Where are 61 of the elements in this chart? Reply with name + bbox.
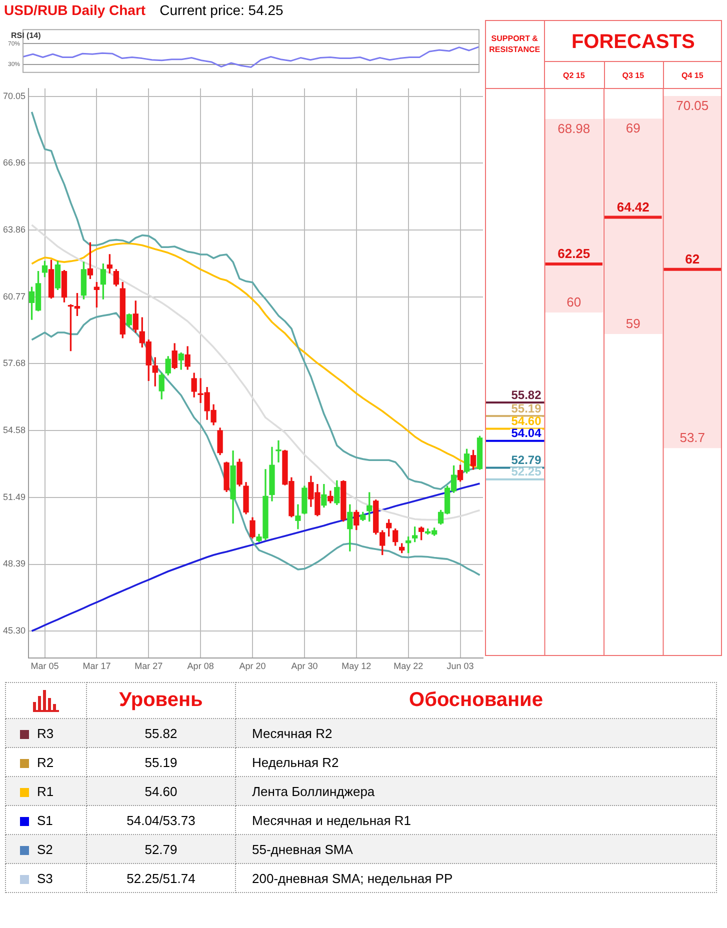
- text: Месячная R2: [236, 718, 716, 748]
- ref-line-label: 52.25: [511, 464, 542, 479]
- x-tick-label: Q2 15: [562, 70, 586, 82]
- annotation: 62.25: [558, 246, 590, 262]
- ref-line-label: 54.04: [511, 426, 542, 440]
- y-axis-title: RSI (14): [11, 30, 42, 40]
- y-tick-label: 57.68: [2, 358, 26, 368]
- annotation: 68.98: [558, 121, 590, 136]
- text: Недельная R2: [236, 748, 716, 776]
- text: 55-дневная SMA: [236, 834, 716, 864]
- ref-line-label: 52.79: [511, 453, 542, 468]
- annotation: 60: [566, 294, 582, 310]
- y-tick-label: 45.30: [2, 625, 26, 636]
- y-tick-label: 70.05: [2, 90, 26, 101]
- text: 200-дневная SMA; недельная PP: [236, 864, 716, 892]
- y-tick-label: 66.96: [2, 158, 26, 168]
- text: Месячная и недельная R1: [236, 806, 716, 834]
- text: Уровень: [86, 682, 236, 718]
- x-tick-label: Mar 27: [134, 660, 163, 671]
- x-tick-label: Mar 17: [82, 660, 111, 671]
- chart-title: USD/RUB Daily Chart: [4, 2, 146, 18]
- annotation: 70.05: [676, 98, 709, 114]
- text: 54.60: [144, 784, 178, 798]
- y-tick-label: 60.77: [2, 291, 26, 302]
- text: 55.82: [144, 726, 178, 740]
- ref-line-label: 55.82: [511, 388, 542, 402]
- x-tick-label: May 22: [394, 660, 424, 671]
- x-tick-label: Q4 15: [680, 70, 704, 82]
- x-tick-label: Q3 15: [621, 70, 646, 82]
- category-label: S2: [6, 834, 86, 864]
- text: SUPPORT & RESISTANCE: [488, 33, 542, 56]
- y-tick-label: 48.39: [2, 558, 26, 569]
- annotation: 62: [685, 251, 700, 266]
- y-tick-label: 51.49: [2, 492, 26, 502]
- text: 52.79: [144, 842, 178, 856]
- x-tick-label: Apr 20: [239, 660, 266, 671]
- annotation: 69: [626, 120, 640, 136]
- category-label: S1: [6, 806, 86, 834]
- x-tick-label: Mar 05: [30, 660, 59, 671]
- annotation: 64.42: [616, 199, 650, 214]
- category-label: R1: [6, 776, 86, 806]
- category-label: R3: [6, 718, 86, 748]
- text: Обоснование: [236, 682, 716, 718]
- y-tick-label: 63.86: [2, 224, 26, 235]
- x-tick-label: Apr 30: [291, 660, 318, 671]
- annotation: 53.7: [680, 430, 706, 446]
- category-label: S3: [6, 864, 86, 892]
- ref-line-label: 55.19: [511, 401, 542, 416]
- x-tick-label: Jun 03: [446, 660, 474, 671]
- category-label: R2: [6, 748, 86, 776]
- text: 52.25/51.74: [126, 870, 196, 886]
- y-tick-label: 54.58: [2, 425, 26, 436]
- x-tick-label: May 12: [342, 660, 372, 671]
- ref-line-label: 54.60: [511, 414, 542, 428]
- text: 55.19: [144, 754, 178, 770]
- chart-subtitle: Current price: 54.25: [160, 2, 284, 18]
- x-tick-label: Apr 08: [187, 660, 214, 671]
- text: 54.04/53.73: [126, 812, 196, 828]
- annotation: 59: [626, 316, 640, 332]
- chart-title: FORECASTS: [570, 30, 696, 55]
- text: Лента Боллинджера: [236, 776, 716, 806]
